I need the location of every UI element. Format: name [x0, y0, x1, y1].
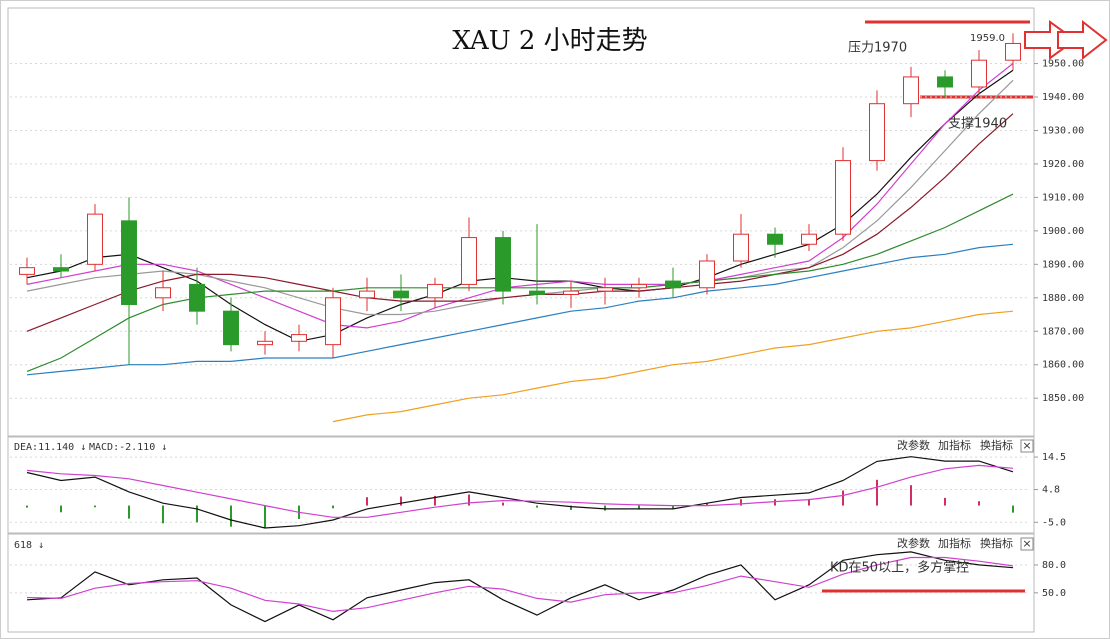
- candle-body: [291, 334, 307, 342]
- y-tick-label: 50.0: [1042, 588, 1066, 599]
- toolbar-button[interactable]: ×: [1022, 439, 1031, 452]
- candle-body: [325, 297, 341, 346]
- candle-body: [801, 233, 817, 245]
- ma-line: [26, 464, 1014, 518]
- main-panel-frame: [7, 7, 1035, 437]
- y-tick-label: 1920.00: [1042, 159, 1084, 170]
- candle-body: [87, 213, 103, 265]
- candle-body: [461, 237, 477, 285]
- y-tick-label: -5.0: [1042, 517, 1066, 528]
- arrow-icon: [1057, 19, 1108, 61]
- toolbar-button[interactable]: 加指标: [938, 536, 971, 550]
- candle-body: [903, 76, 919, 105]
- close-box[interactable]: [1020, 439, 1034, 453]
- candle-body: [971, 59, 987, 88]
- indicator-label: DEA:11.140 ↓: [14, 442, 86, 453]
- toolbar-button[interactable]: ×: [1022, 537, 1031, 550]
- y-tick-label: 1950.00: [1042, 59, 1084, 70]
- kd-panel-frame: [7, 533, 1035, 633]
- y-tick-label: 1930.00: [1042, 125, 1084, 136]
- candle-body: [563, 290, 579, 295]
- ma-line: [26, 113, 1014, 332]
- y-tick-label: 1850.00: [1042, 393, 1084, 404]
- annotation: KD在50以上，多方掌控: [830, 560, 969, 576]
- candle-body: [359, 290, 375, 299]
- candle-body: [597, 287, 613, 292]
- toolbar-button[interactable]: 改参数: [897, 536, 930, 550]
- y-tick-label: 1900.00: [1042, 226, 1084, 237]
- y-tick-label: 1910.00: [1042, 192, 1084, 203]
- y-tick-label: 4.8: [1042, 485, 1060, 496]
- y-tick-label: 1940.00: [1042, 92, 1084, 103]
- candle-body: [529, 290, 545, 295]
- candle-body: [835, 160, 851, 235]
- candle-body: [53, 267, 69, 272]
- indicator-label: MACD:-2.110 ↓: [89, 442, 167, 453]
- candle-body: [767, 233, 783, 245]
- candle-body: [19, 267, 35, 275]
- candle-body: [733, 233, 749, 262]
- candle-body: [393, 290, 409, 299]
- candle-body: [189, 283, 205, 312]
- chart-title: XAU 2 小时走势: [452, 26, 647, 56]
- indicator-label: 618 ↓: [14, 540, 44, 551]
- candle-body: [121, 220, 137, 305]
- ma-line: [26, 556, 1014, 613]
- toolbar-button[interactable]: 改参数: [897, 438, 930, 452]
- candle-body: [699, 260, 715, 289]
- y-tick-label: 1870.00: [1042, 326, 1084, 337]
- y-tick-label: 80.0: [1042, 560, 1066, 571]
- toolbar-button[interactable]: 加指标: [938, 438, 971, 452]
- y-tick-label: 1890.00: [1042, 259, 1084, 270]
- toolbar-button[interactable]: 换指标: [980, 438, 1013, 452]
- candle-body: [937, 76, 953, 88]
- macd-panel-frame: [7, 436, 1035, 534]
- annotation: 压力1970: [848, 41, 907, 56]
- annotation: 1959.0: [970, 33, 1005, 44]
- toolbar-button[interactable]: 换指标: [980, 536, 1013, 550]
- candle-body: [631, 283, 647, 289]
- candle-body: [1005, 42, 1021, 61]
- candle-body: [495, 237, 511, 292]
- candle-body: [257, 340, 273, 346]
- candle-body: [869, 103, 885, 162]
- candle-body: [155, 287, 171, 299]
- ma-line: [26, 551, 1014, 623]
- ma-line: [26, 243, 1014, 376]
- y-tick-label: 1860.00: [1042, 360, 1084, 371]
- candle-body: [665, 280, 681, 289]
- close-box[interactable]: [1020, 537, 1034, 551]
- candle-body: [427, 283, 443, 299]
- candle-body: [223, 310, 239, 346]
- annotation: 支撑1940: [948, 117, 1007, 132]
- y-tick-label: 1880.00: [1042, 293, 1084, 304]
- ma-line: [332, 310, 1014, 423]
- y-tick-label: 14.5: [1042, 452, 1066, 463]
